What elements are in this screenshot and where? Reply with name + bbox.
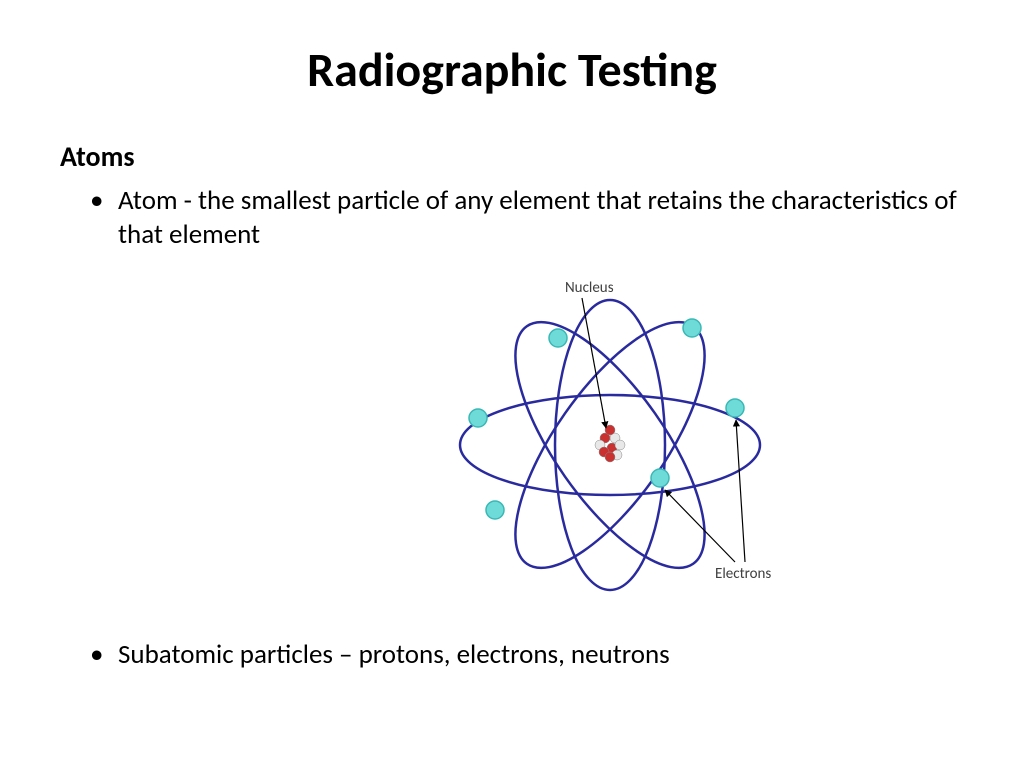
svg-text:Electrons: Electrons xyxy=(715,565,771,583)
atom-diagram: Nucleus Electrons xyxy=(400,280,820,610)
bullet-2: Subatomic particles – protons, electrons… xyxy=(90,638,960,672)
section-subtitle: Atoms xyxy=(60,139,964,174)
page-title: Radiographic Testing xyxy=(60,40,964,99)
svg-text:Nucleus: Nucleus xyxy=(565,280,614,297)
bullet-list-2: Subatomic particles – protons, electrons… xyxy=(60,638,960,682)
bullet-list: Atom - the smallest particle of any elem… xyxy=(60,184,964,252)
bullet-1: Atom - the smallest particle of any elem… xyxy=(90,184,964,252)
